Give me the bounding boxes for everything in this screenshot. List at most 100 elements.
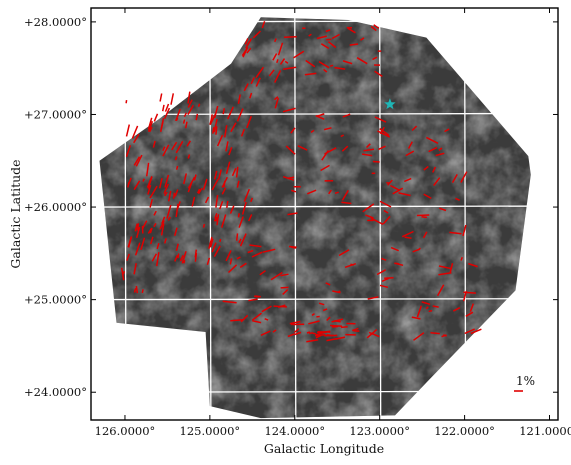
polarization-vector xyxy=(244,38,249,45)
polarization-vector xyxy=(240,128,246,137)
polarization-vector xyxy=(340,325,348,329)
polarization-vector xyxy=(250,197,254,203)
x-tick-label: 121.0000° xyxy=(519,424,571,438)
polarization-vector xyxy=(306,331,311,334)
polarization-vector xyxy=(272,329,277,333)
polarization-vector xyxy=(377,130,391,138)
polarization-vector xyxy=(217,169,223,180)
polarization-vector xyxy=(433,177,441,186)
polarization-vector xyxy=(436,284,445,297)
y-tick-labels: +28.0000° +27.0000° +26.0000° +25.0000° +24.… xyxy=(24,15,87,399)
polarization-vector xyxy=(416,305,423,318)
polarization-vector xyxy=(175,165,179,170)
polarization-vector xyxy=(159,117,165,132)
grid-line-lon xyxy=(209,8,212,420)
polarization-vector xyxy=(245,38,253,49)
polarization-vector xyxy=(213,245,221,257)
polarization-vector xyxy=(187,182,193,193)
polarization-vector xyxy=(226,200,229,208)
polarization-vector xyxy=(312,332,317,335)
polarization-vector xyxy=(161,216,166,224)
polarization-vector xyxy=(318,302,325,306)
polarization-vector xyxy=(435,152,445,157)
polarization-vector xyxy=(172,192,176,199)
polarization-vector xyxy=(323,68,328,73)
polarization-vector xyxy=(153,210,157,216)
polarization-vector xyxy=(351,327,359,332)
polarization-vector xyxy=(438,271,452,276)
polarization-vector xyxy=(248,214,253,222)
polarization-vector xyxy=(379,126,385,135)
polarization-vector xyxy=(164,174,170,188)
polarization-vector xyxy=(331,33,340,40)
polarization-vector xyxy=(243,188,250,202)
polarization-vector xyxy=(251,251,263,258)
polarization-vector xyxy=(289,320,301,325)
polarization-vector xyxy=(135,285,139,294)
polarization-vector xyxy=(250,77,255,85)
polarization-vector xyxy=(323,127,332,131)
polarization-vector xyxy=(122,270,126,275)
polarization-vector xyxy=(147,184,152,195)
polarization-vector xyxy=(272,53,278,61)
polarization-vector xyxy=(223,125,228,138)
polarization-vector xyxy=(126,253,131,261)
polarization-vector xyxy=(322,308,328,312)
polarization-vector xyxy=(216,214,220,226)
polarization-vector xyxy=(283,35,297,38)
polarization-vector xyxy=(274,70,282,83)
polarization-vector xyxy=(421,216,427,219)
polarization-vector xyxy=(347,27,356,34)
polarization-vector xyxy=(287,212,298,216)
polarization-vector xyxy=(174,254,179,262)
polarization-vector xyxy=(187,99,193,108)
polarization-vector xyxy=(238,238,242,244)
polarization-vector xyxy=(328,189,333,195)
polarization-vector xyxy=(131,125,139,139)
polarization-vector xyxy=(366,329,378,339)
polarization-vector xyxy=(149,227,153,234)
polarization-vector xyxy=(384,277,394,280)
polarization-vector xyxy=(370,25,377,32)
polarization-vector xyxy=(246,47,252,54)
star-marker-icon xyxy=(384,98,396,110)
polarization-vector xyxy=(381,257,387,261)
polarization-vector xyxy=(270,271,283,281)
polarization-vector xyxy=(276,59,279,64)
polarization-vector xyxy=(237,213,240,218)
polarization-vector xyxy=(221,176,228,188)
polarization-vector xyxy=(413,332,425,341)
polarization-vector xyxy=(179,254,184,262)
polarization-vector xyxy=(255,66,265,79)
y-tick-label: +25.0000° xyxy=(24,293,87,307)
polarization-vector xyxy=(421,301,431,306)
polarization-vector xyxy=(249,92,253,99)
polarization-vector xyxy=(331,318,344,323)
polarization-vector xyxy=(247,249,254,254)
polarization-vector xyxy=(262,248,276,253)
grid-line-lat xyxy=(91,20,558,23)
polarization-vector xyxy=(134,223,138,232)
polarization-vector xyxy=(202,178,208,191)
polarization-vector xyxy=(268,69,275,77)
polarization-vector xyxy=(342,113,351,118)
polarization-vector xyxy=(202,223,206,228)
y-tick-label: +27.0000° xyxy=(24,107,87,121)
polarization-vector xyxy=(311,312,315,317)
polarization-vector xyxy=(293,328,300,333)
grid-line-lon xyxy=(548,8,552,420)
polarization-vector xyxy=(239,233,247,247)
polarization-vector xyxy=(235,166,239,178)
grid-line-lon xyxy=(463,8,467,420)
polarization-vector xyxy=(462,224,467,237)
polarization-vector xyxy=(215,194,219,208)
polarization-vector xyxy=(133,287,137,293)
polarization-vector xyxy=(465,311,474,317)
polarization-vector xyxy=(209,238,214,248)
polarization-vector xyxy=(187,104,195,115)
polarization-vector xyxy=(407,141,413,149)
polarization-vector xyxy=(147,228,152,234)
polarization-vector xyxy=(183,259,186,264)
polarization-vector xyxy=(432,305,439,308)
polarization-vector xyxy=(449,231,462,235)
